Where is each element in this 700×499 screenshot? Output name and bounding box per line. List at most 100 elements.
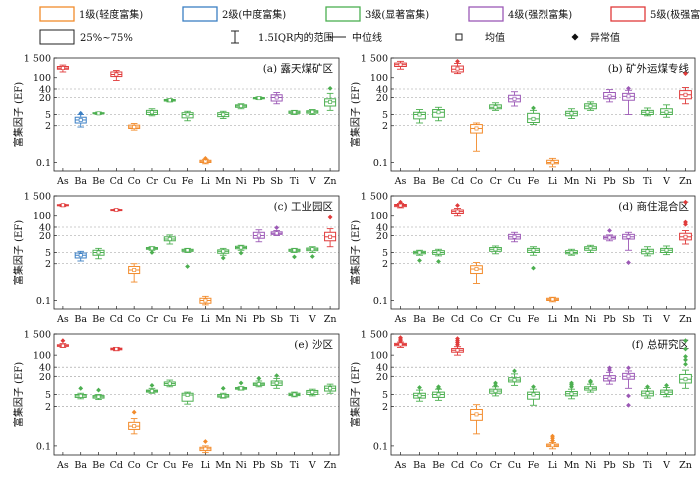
outlier-marker	[588, 378, 593, 384]
box-As	[56, 64, 69, 73]
x-tick-label: Ni	[585, 176, 596, 187]
x-tick-label: As	[56, 176, 69, 187]
y-tick-label: 100	[370, 73, 388, 84]
mean-marker	[167, 237, 172, 241]
x-tick-label: Mn	[215, 314, 231, 325]
outlier-marker	[683, 354, 688, 359]
mean-marker	[292, 110, 297, 115]
outlier-marker	[683, 338, 688, 344]
mean-marker	[150, 246, 154, 251]
mean-marker	[310, 247, 315, 252]
x-tick-label: Cr	[146, 460, 158, 471]
y-tick-label: 20	[376, 93, 388, 104]
mean-marker	[239, 104, 243, 108]
box-Ti	[288, 109, 301, 115]
x-tick-label: Zn	[324, 314, 337, 325]
y-tick-label: 1 500	[24, 330, 51, 341]
box-Co	[128, 123, 141, 131]
y-tick-label: 2	[45, 121, 51, 132]
outlier-marker	[664, 382, 669, 388]
mean-marker	[645, 110, 650, 115]
x-tick-label: Cr	[490, 176, 502, 187]
panel-title: (b) 矿外运煤专线	[608, 62, 690, 75]
y-axis-label: 富集因子 (EF)	[349, 362, 362, 427]
box-Pb	[252, 229, 265, 243]
y-tick-label: 100	[370, 351, 388, 362]
box-Cu	[163, 379, 176, 388]
box-Sb	[270, 92, 283, 105]
x-tick-label: V	[308, 460, 316, 471]
y-tick-label: 0.1	[373, 158, 388, 169]
x-tick-label: As	[394, 176, 407, 187]
y-axis-label: 富集因子 (EF)	[12, 362, 25, 427]
box-Sb	[622, 85, 635, 115]
mean-marker	[588, 386, 593, 391]
x-tick-label: Cu	[508, 460, 521, 471]
outlier-marker	[607, 228, 612, 233]
mean-marker	[417, 250, 422, 255]
mean-marker	[150, 389, 154, 394]
box-Fe	[181, 110, 194, 122]
mean-marker	[436, 250, 441, 255]
box-V	[306, 109, 319, 115]
mean-marker	[531, 392, 536, 397]
box-Ba	[74, 110, 87, 128]
outlier-marker	[327, 85, 333, 91]
outlier-marker	[569, 380, 574, 386]
box-Sb	[622, 231, 635, 265]
x-tick-label: Sb	[270, 314, 283, 325]
x-tick-label: Be	[92, 460, 105, 471]
y-axis-label: 富集因子 (EF)	[349, 82, 362, 147]
y-tick-label: 100	[33, 73, 51, 84]
x-tick-label: Ni	[235, 460, 246, 471]
x-tick-label: Be	[432, 176, 445, 187]
x-tick-label: Sb	[270, 460, 283, 471]
outlier-marker	[220, 255, 226, 261]
box-Cd	[110, 208, 123, 212]
x-tick-label: Be	[92, 176, 105, 187]
box-As	[394, 199, 407, 209]
legend-whisker-label: 1.5IQR内的范围	[258, 31, 334, 44]
outlier-marker	[274, 373, 280, 379]
box-Fe	[527, 105, 540, 126]
outlier-marker	[626, 402, 631, 408]
box-As	[394, 60, 407, 70]
mean-marker	[531, 116, 536, 121]
x-tick-label: Pb	[253, 460, 265, 471]
mean-marker	[398, 62, 403, 67]
mean-marker	[512, 234, 517, 239]
box-Ba	[413, 109, 426, 124]
mean-marker	[626, 374, 631, 379]
x-tick-label: Fe	[182, 176, 194, 187]
y-tick-label: 1 500	[361, 330, 388, 341]
legend-label-level-2: 2级(中度富集)	[222, 8, 286, 21]
outlier-marker	[96, 387, 101, 393]
box-Li	[546, 433, 559, 450]
outlier-marker	[256, 376, 262, 381]
outlier-marker	[185, 264, 190, 269]
mean-marker	[569, 250, 574, 255]
y-tick-label: 100	[370, 211, 388, 222]
outlier-marker	[683, 357, 688, 363]
mean-marker	[132, 424, 137, 429]
y-axis-label: 富集因子 (EF)	[349, 220, 362, 285]
y-tick-label: 0.1	[36, 296, 51, 307]
x-tick-label: Ni	[585, 314, 596, 325]
box-Ti	[288, 391, 301, 398]
x-tick-label: Be	[432, 314, 445, 325]
box-Cr	[145, 246, 158, 255]
x-tick-label: As	[394, 460, 407, 471]
x-tick-label: Sb	[622, 176, 635, 187]
legend-swatch-level-5	[610, 6, 646, 22]
box-Cd	[110, 70, 123, 81]
x-tick-label: Zn	[324, 176, 337, 187]
mean-marker	[474, 267, 479, 271]
mean-marker	[683, 92, 688, 97]
x-tick-label: Ni	[585, 460, 596, 471]
mean-marker	[185, 112, 190, 117]
mean-marker	[274, 95, 279, 100]
x-tick-label: Pb	[603, 314, 615, 325]
x-tick-label: As	[56, 314, 69, 325]
outlier-marker	[131, 409, 137, 415]
